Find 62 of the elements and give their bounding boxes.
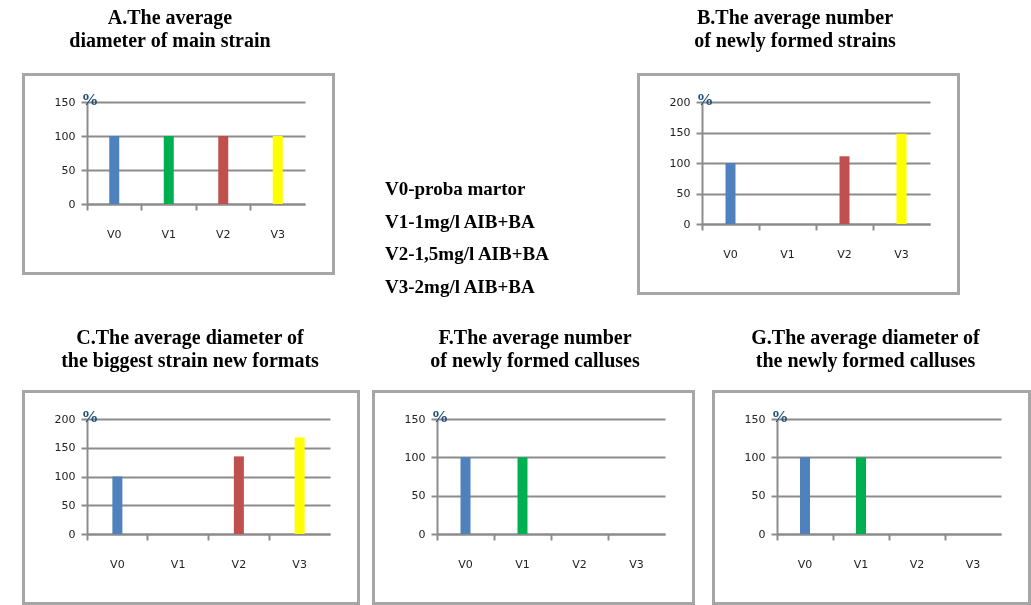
x-tick-label: V3	[965, 557, 981, 571]
y-tick-label: 50	[411, 489, 426, 503]
y-tick-label: 150	[404, 412, 426, 426]
text: V1-1mg/l AIB+BA	[385, 209, 536, 234]
chart-title: B.The average number of newly formed strains	[693, 6, 897, 52]
y-tick-label: 0	[68, 197, 76, 211]
y-tick-label: 0	[758, 527, 766, 541]
x-tick-label: V1	[853, 557, 869, 571]
y-axis-title: %	[696, 89, 714, 109]
bar	[896, 133, 907, 224]
y-tick-label: 50	[676, 187, 691, 200]
x-tick-label: V3	[894, 247, 909, 261]
y-tick-label: 100	[744, 450, 766, 464]
x-tick-label: V3	[270, 227, 286, 241]
x-tick-label: V0	[723, 247, 738, 261]
y-tick-label: 0	[68, 527, 76, 541]
bar	[294, 437, 305, 534]
x-tick-label: V0	[458, 557, 473, 571]
x-tick-label: V1	[780, 247, 795, 261]
x-tick-label: V0	[110, 557, 125, 571]
chart-title: C.The average diameter of the biggest strain new formats	[60, 326, 320, 372]
y-tick-label: 50	[61, 498, 76, 512]
y-axis-title: %	[431, 406, 449, 426]
x-tick-label: V1	[170, 557, 186, 571]
y-tick-label: 150	[54, 441, 76, 455]
chart-title: G.The average diameter of the newly formed calluses	[750, 326, 981, 372]
x-tick-label: V2	[231, 557, 247, 571]
x-tick-label: V1	[161, 227, 177, 241]
chart-title: A.The average diameter of main strain	[68, 6, 272, 52]
x-tick-label: V1	[515, 557, 530, 571]
x-tick-label: V2	[572, 557, 587, 571]
y-axis-title: %	[771, 406, 789, 426]
bar	[233, 456, 244, 534]
y-tick-label: 50	[751, 489, 766, 503]
text: V2-1,5mg/l AIB+BA	[385, 242, 549, 266]
y-tick-label: 150	[744, 412, 766, 426]
x-tick-label: V3	[292, 557, 307, 571]
y-tick-label: 200	[54, 412, 76, 426]
x-tick-label: V2	[215, 227, 231, 241]
y-tick-label: 100	[54, 470, 76, 483]
y-axis-title: %	[81, 406, 99, 426]
y-tick-label: 150	[669, 126, 691, 139]
y-tick-label: 150	[54, 95, 76, 109]
y-tick-label: 50	[61, 163, 76, 177]
chart-title: F.The average number of newly formed calluses	[429, 326, 641, 372]
bar	[112, 476, 123, 534]
bar	[839, 156, 850, 224]
bar	[725, 163, 736, 224]
x-tick-label: V2	[909, 557, 925, 571]
y-tick-label: 0	[683, 217, 691, 231]
y-tick-label: 0	[418, 527, 426, 541]
x-tick-label: V3	[629, 557, 644, 571]
y-tick-label: 100	[54, 129, 76, 143]
text: V3-2mg/l AIB+BA	[385, 274, 536, 299]
y-tick-label: 100	[404, 450, 426, 464]
y-tick-label: 100	[669, 156, 691, 170]
y-tick-label: 200	[669, 95, 691, 109]
text: V0-proba martor	[385, 177, 527, 201]
x-tick-label: V2	[837, 247, 852, 261]
x-tick-label: V0	[797, 557, 813, 571]
x-tick-label: V0	[106, 227, 122, 241]
y-axis-title: %	[81, 89, 99, 109]
